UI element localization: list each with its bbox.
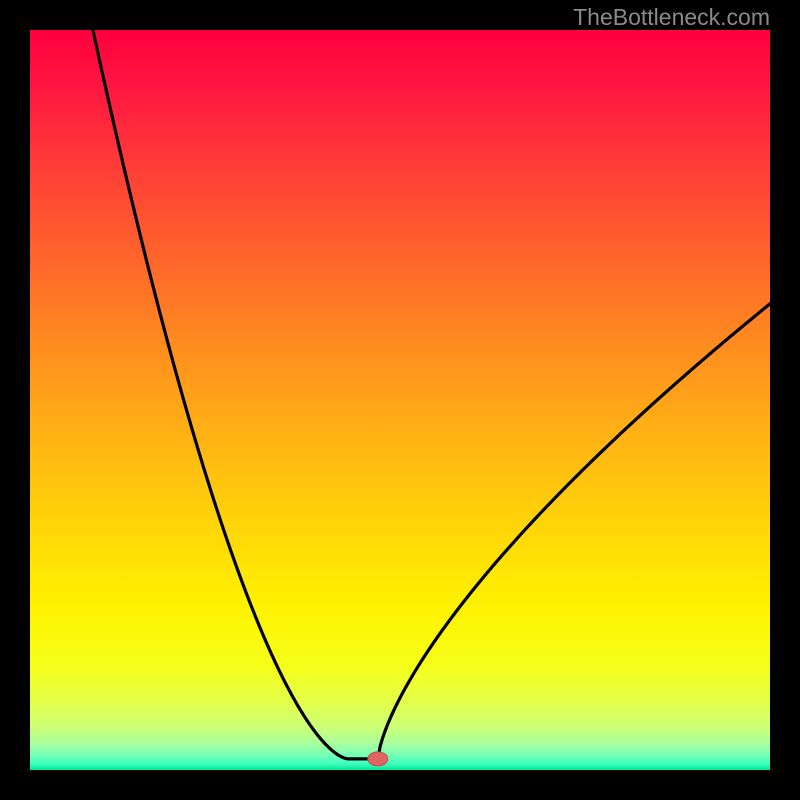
watermark-text: TheBottleneck.com xyxy=(573,4,770,31)
curve-layer xyxy=(0,0,800,800)
optimum-marker xyxy=(368,752,388,766)
chart-frame: TheBottleneck.com xyxy=(0,0,800,800)
